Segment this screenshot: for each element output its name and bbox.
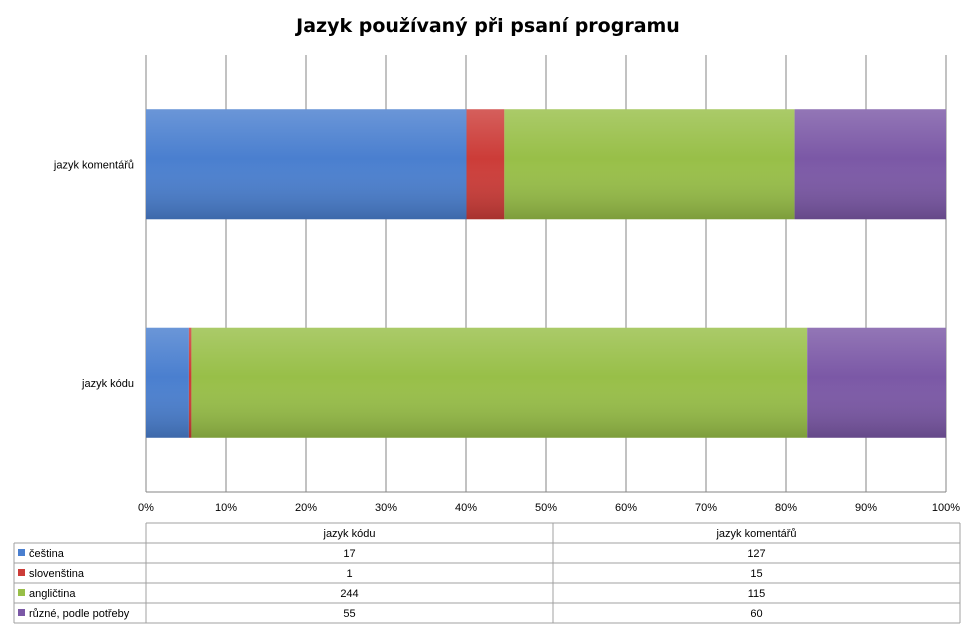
bar-shading xyxy=(188,327,192,438)
x-axis-ticks: 0% 10% 20% 30% 40% 50% 60% 70% 80% 90% 100% xyxy=(138,502,960,514)
x-tick-label: 90% xyxy=(855,502,877,514)
table-column-header: jazyk kódu xyxy=(323,528,376,540)
table-cell: 244 xyxy=(340,588,358,600)
x-tick-label: 40% xyxy=(455,502,477,514)
category-labels: jazyk komentářů jazyk kódu xyxy=(53,159,134,390)
legend-key xyxy=(18,589,25,596)
legend-key xyxy=(18,569,25,576)
bars xyxy=(146,109,946,438)
bar-shading xyxy=(807,327,946,438)
table-cell: 17 xyxy=(343,548,355,560)
x-tick-label: 80% xyxy=(775,502,797,514)
table-cell: 60 xyxy=(750,608,762,620)
category-label: jazyk kódu xyxy=(81,378,134,390)
table-row-label: slovenština xyxy=(29,568,85,580)
x-tick-label: 70% xyxy=(695,502,717,514)
x-tick-label: 100% xyxy=(932,502,960,514)
table-cell: 1 xyxy=(346,568,352,580)
table-row-label: různé, podle potřeby xyxy=(29,608,130,620)
x-tick-label: 60% xyxy=(615,502,637,514)
table-cell: 15 xyxy=(750,568,762,580)
bar-shading xyxy=(794,109,946,220)
bar-shading xyxy=(191,327,808,438)
bar-shading xyxy=(146,109,467,220)
x-tick-label: 0% xyxy=(138,502,154,514)
legend-key xyxy=(18,609,25,616)
bar-shading xyxy=(146,327,189,438)
x-tick-label: 30% xyxy=(375,502,397,514)
table-column-header: jazyk komentářů xyxy=(715,528,796,540)
x-tick-label: 50% xyxy=(535,502,557,514)
chart-title: Jazyk používaný při psaní programu xyxy=(294,15,680,37)
table-cell: 115 xyxy=(748,588,766,600)
bar-shading xyxy=(466,109,505,220)
x-tick-label: 20% xyxy=(295,502,317,514)
table-cell: 55 xyxy=(343,608,355,620)
legend-key xyxy=(18,549,25,556)
x-tick-label: 10% xyxy=(215,502,237,514)
table-row-label: čeština xyxy=(29,548,65,560)
bar-shading xyxy=(504,109,795,220)
category-label: jazyk komentářů xyxy=(53,159,134,171)
table-row-label: angličtina xyxy=(29,588,76,600)
table-cell: 127 xyxy=(747,548,765,560)
data-table: jazyk kódu jazyk komentářů čeština 17 127 slo… xyxy=(13,522,961,624)
